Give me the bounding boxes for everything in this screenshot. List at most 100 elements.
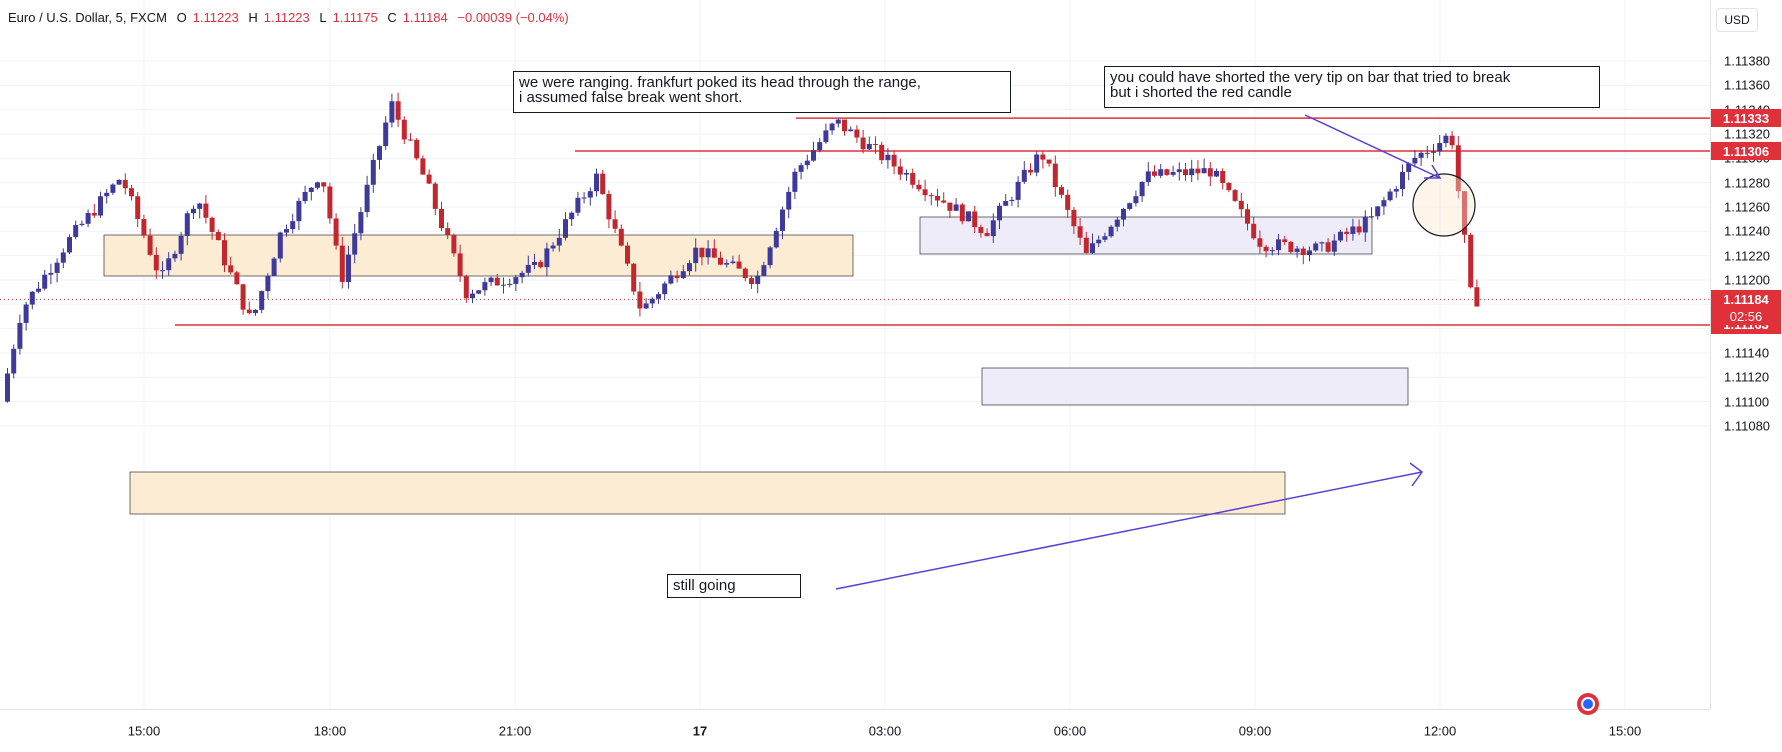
candle-body [1431,151,1436,153]
time-tick: 17 [692,723,708,739]
arrow-to-tip[interactable] [1304,114,1441,179]
candle-body [1424,152,1430,154]
time-tick: 15:00 [1608,723,1642,739]
candle-body [98,196,103,216]
tradingview-logo-icon[interactable] [1577,693,1599,715]
candle-body [544,248,550,268]
candle-body [129,188,134,197]
candle-body [966,211,971,222]
candle-body [1152,171,1157,176]
candle-body [755,275,761,285]
candle-body [959,204,965,222]
still-going-note[interactable]: still going [667,574,801,598]
candle-body [321,182,327,187]
candle-body [842,119,847,132]
candle-body [327,186,333,219]
candle-body [625,245,630,264]
time-tick: 09:00 [1238,723,1272,739]
arrow-still-going[interactable] [835,471,1423,590]
candle-body [153,254,159,271]
candle-body [389,101,395,123]
candle-body [984,233,990,237]
candle-body [736,261,742,269]
candle-body [1071,209,1077,227]
candle-body [42,274,48,289]
candle-body [1183,169,1188,176]
time-axis[interactable] [0,709,1710,752]
candle-body [705,248,711,258]
candle-body [253,309,258,314]
candle-body [1009,199,1015,201]
time-tick: 21:00 [498,723,532,739]
symbol-name[interactable]: Euro / U.S. Dollar, 5, FXCM [8,10,167,25]
candle-body [1369,216,1374,218]
open-value: 1.11223 [192,10,239,25]
candle-body [488,277,494,283]
candle-body [1263,246,1269,252]
candle-body [1083,237,1089,253]
candle-body [879,144,885,161]
candle-body [284,229,289,233]
price-tick: 1.11260 [1724,199,1771,215]
candle-body [414,139,420,159]
candle-body [141,219,147,236]
candle-body [501,284,506,286]
candle-body [1282,239,1288,242]
candle-body [1325,242,1331,252]
candle-body [1121,208,1126,220]
candle-body [73,224,79,238]
candle-body [773,230,779,248]
candle-body [296,201,302,222]
candle-body [761,265,767,276]
range-bottom-zone[interactable] [981,367,1409,406]
candlestick-chart[interactable] [0,0,1710,709]
time-tick: 06:00 [1053,723,1087,739]
candle-body [1052,163,1058,188]
candle-body [234,272,240,285]
range-note[interactable]: we were ranging. frankfurt poked its hea… [513,71,1011,113]
candle-body [1474,287,1480,307]
chart-plot-area[interactable] [0,0,1710,709]
candle-body [116,179,122,185]
candle-body [1468,234,1474,288]
candle-body [1028,169,1033,173]
candle-body [532,261,537,265]
candle-body [395,101,401,120]
resistance-zone[interactable] [103,234,854,277]
candle-body [513,277,519,284]
candle-body [941,200,947,203]
candle-body [191,208,196,214]
candle-body [1207,168,1213,177]
short-note[interactable]: you could have shorted the very tip on b… [1104,66,1600,108]
candle-body [606,193,612,220]
currency-button[interactable]: USD [1716,8,1758,32]
candle-body [1145,171,1151,182]
candle-body [1226,182,1232,191]
candle-body [463,276,469,299]
candle-body [687,263,692,272]
support-zone[interactable] [129,471,1286,515]
candle-body [1307,250,1312,255]
candle-body [1294,248,1300,252]
candle-body [656,294,661,299]
candle-body [104,192,110,197]
candle-body [848,129,854,132]
arrow-head [1409,462,1424,487]
candle-body [1362,216,1368,233]
candle-body [1443,135,1449,144]
candle-body [823,130,829,143]
candle-body [829,123,835,131]
highlight-circle[interactable] [1412,173,1476,237]
candle-body [147,235,153,255]
candle-body [17,322,23,349]
price-tick: 1.11080 [1724,418,1771,434]
candle-body [178,235,184,254]
price-tick: 1.11240 [1724,223,1771,239]
candle-body [1331,240,1337,252]
candle-body [1350,226,1356,234]
price-tick: 1.11100 [1724,394,1770,410]
candle-body [563,219,568,238]
candle-body [1300,248,1306,255]
candle-body [693,247,699,264]
candle-body [1065,194,1071,210]
